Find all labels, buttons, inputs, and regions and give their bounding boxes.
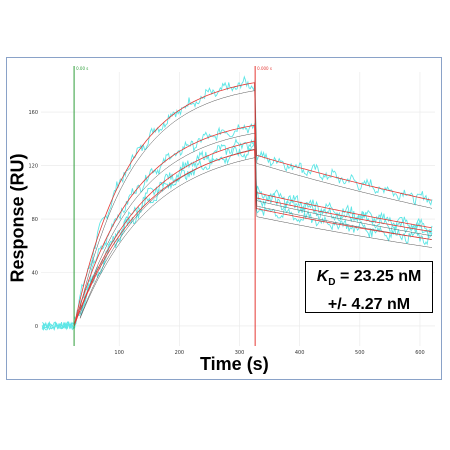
x-tick-label: 400 xyxy=(295,350,305,356)
kd-value: = 23.25 nM xyxy=(339,268,422,285)
kd-error: +/- 4.27 nM xyxy=(327,296,411,314)
fit-guide-1 xyxy=(79,90,433,308)
kd-line: KD = 23.25 nM xyxy=(306,266,432,294)
fit-curves xyxy=(73,82,433,327)
y-tick-label: 80 xyxy=(32,217,38,223)
fit-curve-3 xyxy=(73,140,432,327)
x-axis-label: Time (s) xyxy=(200,354,269,374)
y-tick-label: 160 xyxy=(28,110,38,116)
x-tick-label: 200 xyxy=(175,350,185,356)
x-tick-label: 500 xyxy=(355,350,365,356)
tick-labels: 0 40 80 120 160 100 200 300 400 500 600 xyxy=(28,110,424,356)
chart-frame: 0 40 80 120 160 100 200 300 400 500 600 0.00 s 0.00… xyxy=(6,57,442,380)
y-tick-label: 0 xyxy=(35,324,38,330)
fit-curve-1 xyxy=(73,82,432,327)
y-axis-label: Response (RU) xyxy=(7,153,28,283)
fit-guide-2 xyxy=(79,132,433,314)
fit-guide-3 xyxy=(79,148,433,318)
fit-curve-4 xyxy=(73,149,432,327)
fit-guide-4 xyxy=(79,157,433,319)
x-tick-label: 100 xyxy=(114,350,124,356)
injection-markers: 0.00 s 0.000 s xyxy=(73,66,272,346)
x-tick-label: 300 xyxy=(235,350,245,356)
marker-label-1: 0.00 s xyxy=(76,66,88,71)
marker-label-2: 0.000 s xyxy=(257,66,272,71)
kd-annotation-box: KD = 23.25 nM +/- 4.27 nM xyxy=(305,261,433,313)
y-tick-label: 120 xyxy=(28,164,38,170)
kd-symbol: K xyxy=(316,268,329,285)
y-tick-label: 40 xyxy=(32,270,38,276)
kd-subscript: D xyxy=(328,277,336,289)
fit-curve-2 xyxy=(73,124,432,327)
x-tick-label: 600 xyxy=(415,350,425,356)
